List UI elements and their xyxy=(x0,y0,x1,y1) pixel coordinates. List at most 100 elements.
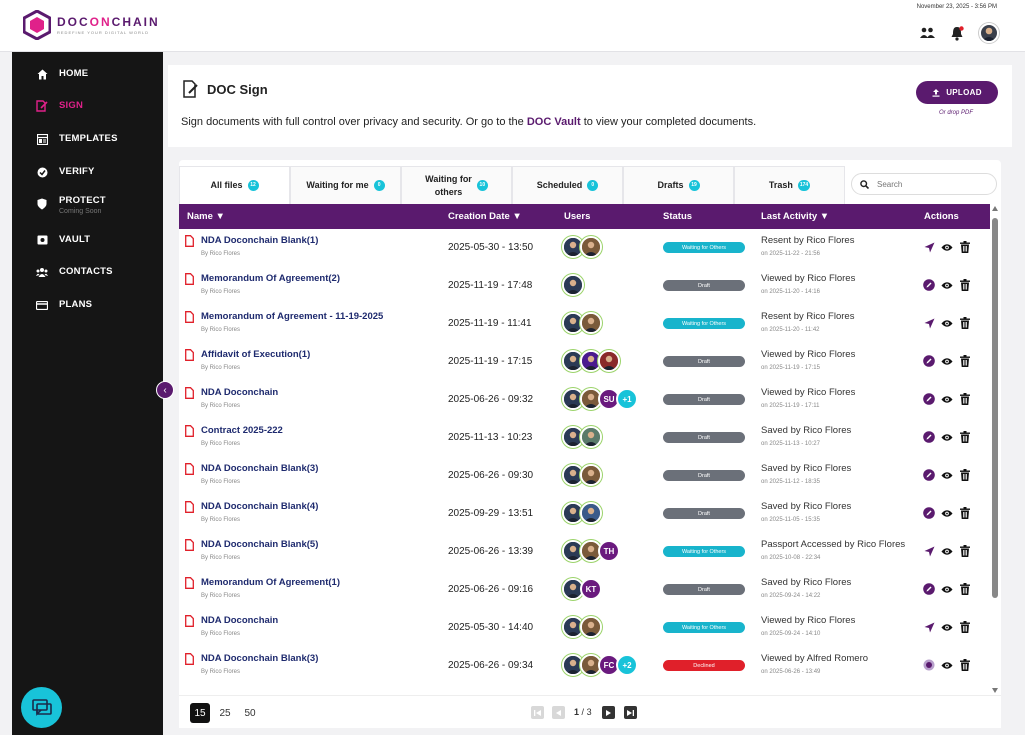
document-name-link[interactable]: NDA Doconchain Blank(4) xyxy=(201,501,319,512)
document-name-link[interactable]: NDA Doconchain Blank(5) xyxy=(201,539,319,550)
team-icon[interactable] xyxy=(919,25,935,41)
last-page-button[interactable] xyxy=(624,706,637,719)
delete-button[interactable] xyxy=(959,659,971,671)
document-name-link[interactable]: Memorandum of Agreement - 11-19-2025 xyxy=(201,311,384,322)
delete-button[interactable] xyxy=(959,583,971,595)
user-initials-avatar[interactable]: +2 xyxy=(616,654,638,676)
table-row[interactable]: Memorandum Of Agreement(1) By Rico Flores… xyxy=(179,571,990,609)
tab-drafts[interactable]: Drafts 19 xyxy=(623,166,734,204)
user-initials-avatar[interactable]: +1 xyxy=(616,388,638,410)
document-name-link[interactable]: Memorandum Of Agreement(2) xyxy=(201,273,340,284)
view-button[interactable] xyxy=(941,241,953,253)
view-button[interactable] xyxy=(941,659,953,671)
doc-vault-link[interactable]: DOC Vault xyxy=(526,116,581,128)
document-name-link[interactable]: NDA Doconchain Blank(1) xyxy=(201,235,319,246)
table-row[interactable]: Memorandum of Agreement - 11-19-2025 By R… xyxy=(179,305,990,343)
view-button[interactable] xyxy=(941,469,953,481)
page-size-option[interactable]: 50 xyxy=(244,707,256,719)
edit-button[interactable] xyxy=(923,431,935,443)
user-initials-avatar[interactable]: TH xyxy=(598,540,620,562)
view-button[interactable] xyxy=(941,279,953,291)
document-name-link[interactable]: Contract 2025-222 xyxy=(201,425,283,436)
tab-waiting-for-me[interactable]: Waiting for me 0 xyxy=(290,166,401,204)
user-avatar[interactable] xyxy=(580,654,602,676)
sidebar-item-verify[interactable]: VERIFY xyxy=(12,164,163,186)
user-avatar[interactable] xyxy=(562,236,584,258)
sidebar-item-vault[interactable]: VAULT xyxy=(12,232,163,254)
table-row[interactable]: NDA Doconchain By Rico Flores 2025-06-26 -… xyxy=(179,381,990,419)
collapse-sidebar-button[interactable]: ‹ xyxy=(156,381,174,399)
edit-button[interactable] xyxy=(923,507,935,519)
user-avatar[interactable] xyxy=(580,426,602,448)
search-box[interactable] xyxy=(851,173,997,195)
search-input[interactable] xyxy=(877,179,987,189)
user-avatar[interactable] xyxy=(580,616,602,638)
table-row[interactable]: NDA Doconchain By Rico Flores 2025-05-30 -… xyxy=(179,609,990,647)
delete-button[interactable] xyxy=(959,507,971,519)
user-avatar[interactable] xyxy=(562,502,584,524)
delete-button[interactable] xyxy=(959,355,971,367)
edit-button[interactable] xyxy=(923,583,935,595)
edit-button[interactable] xyxy=(923,279,935,291)
user-avatar[interactable] xyxy=(562,274,584,296)
table-row[interactable]: NDA Doconchain Blank(3) By Rico Flores 202… xyxy=(179,647,990,685)
table-row[interactable]: NDA Doconchain Blank(5) By Rico Flores 202… xyxy=(179,533,990,571)
user-avatar[interactable] xyxy=(580,464,602,486)
view-button[interactable] xyxy=(941,317,953,329)
tab-scheduled[interactable]: Scheduled 0 xyxy=(512,166,623,204)
chat-button[interactable] xyxy=(21,687,62,728)
user-avatar[interactable] xyxy=(562,312,584,334)
table-row[interactable]: Affidavit of Execution(1) By Rico Flores 2… xyxy=(179,343,990,381)
resend-button[interactable] xyxy=(923,241,935,253)
table-row[interactable]: Contract 2025-222 By Rico Flores 2025-11-1… xyxy=(179,419,990,457)
delete-button[interactable] xyxy=(959,545,971,557)
scroll-thumb[interactable] xyxy=(992,218,998,598)
edit-button[interactable] xyxy=(923,393,935,405)
delete-button[interactable] xyxy=(959,621,971,633)
view-button[interactable] xyxy=(941,545,953,557)
edit-button[interactable] xyxy=(923,469,935,481)
user-avatar[interactable] xyxy=(562,616,584,638)
resend-button[interactable] xyxy=(923,545,935,557)
column-name[interactable]: Name ▼ xyxy=(187,211,225,222)
prev-page-button[interactable] xyxy=(552,706,565,719)
sidebar-item-sign[interactable]: SIGN xyxy=(12,98,163,120)
user-avatar[interactable] xyxy=(562,464,584,486)
logo[interactable]: DOCONCHAIN REDEFINE YOUR DIGITAL WORLD xyxy=(22,9,160,41)
sidebar-item-contacts[interactable]: CONTACTS xyxy=(12,264,163,286)
user-avatar[interactable] xyxy=(580,502,602,524)
user-avatar[interactable] xyxy=(580,236,602,258)
sidebar-item-home[interactable]: HOME xyxy=(12,66,163,88)
table-row[interactable]: NDA Doconchain Blank(1) By Rico Flores 202… xyxy=(179,229,990,267)
user-avatar[interactable] xyxy=(598,350,620,372)
tab-trash[interactable]: Trash 174 xyxy=(734,166,845,204)
document-name-link[interactable]: NDA Doconchain Blank(3) xyxy=(201,463,319,474)
next-page-button[interactable] xyxy=(602,706,615,719)
view-button[interactable] xyxy=(941,583,953,595)
user-avatar[interactable] xyxy=(562,578,584,600)
resend-button[interactable] xyxy=(923,621,935,633)
table-row[interactable]: NDA Doconchain Blank(4) By Rico Flores 202… xyxy=(179,495,990,533)
view-button[interactable] xyxy=(941,355,953,367)
document-name-link[interactable]: Affidavit of Execution(1) xyxy=(201,349,311,360)
document-name-link[interactable]: Memorandum Of Agreement(1) xyxy=(201,577,340,588)
sidebar-item-plans[interactable]: PLANS xyxy=(12,297,163,319)
user-avatar[interactable] xyxy=(979,23,999,43)
document-name-link[interactable]: NDA Doconchain Blank(3) xyxy=(201,653,319,664)
delete-button[interactable] xyxy=(959,317,971,329)
page-size-option[interactable]: 25 xyxy=(219,707,231,719)
first-page-button[interactable] xyxy=(531,706,544,719)
page-size-option[interactable]: 15 xyxy=(190,703,210,723)
user-avatar[interactable] xyxy=(580,388,602,410)
view-button[interactable] xyxy=(941,431,953,443)
sidebar-item-templates[interactable]: TEMPLATES xyxy=(12,131,163,153)
delete-button[interactable] xyxy=(959,393,971,405)
table-row[interactable]: Memorandum Of Agreement(2) By Rico Flores… xyxy=(179,267,990,305)
tab-waiting-for-others[interactable]: Waiting for others 10 xyxy=(401,166,512,204)
document-name-link[interactable]: NDA Doconchain xyxy=(201,387,279,398)
delete-button[interactable] xyxy=(959,241,971,253)
edit-button[interactable] xyxy=(923,355,935,367)
delete-button[interactable] xyxy=(959,469,971,481)
view-button[interactable] xyxy=(941,507,953,519)
view-button[interactable] xyxy=(941,621,953,633)
